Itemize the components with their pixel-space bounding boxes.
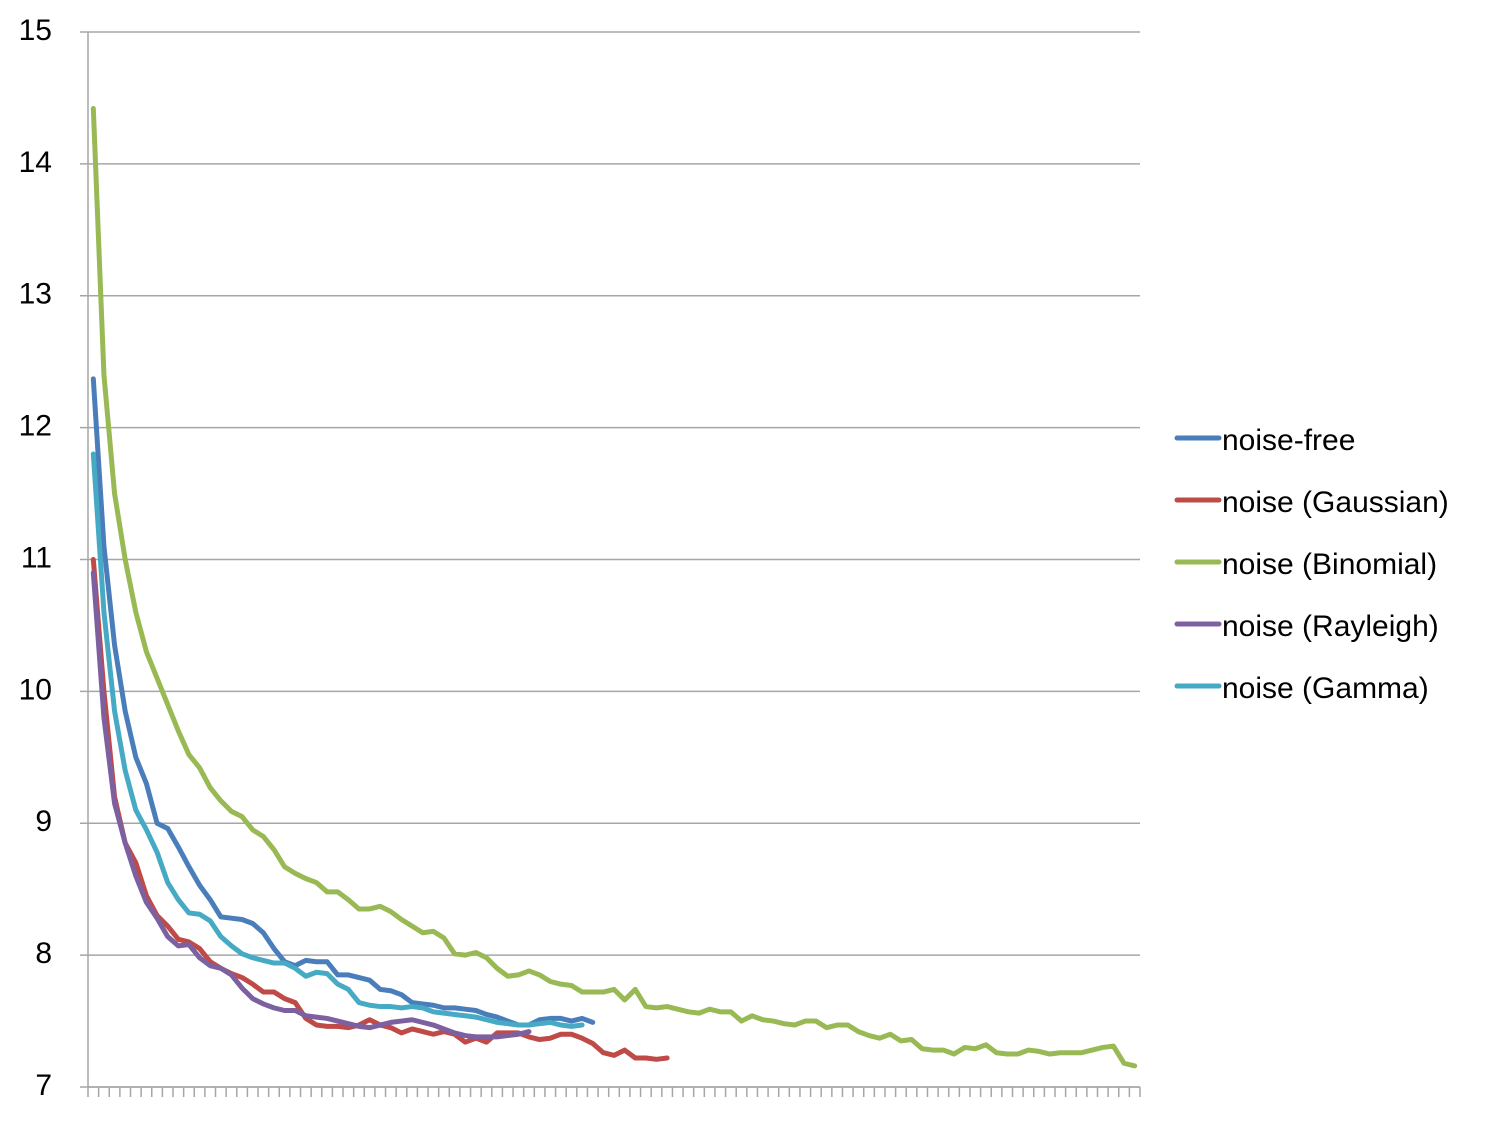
legend-label: noise-free [1222,424,1355,457]
y-tick-label: 11 [21,541,52,574]
y-tick-label: 8 [35,937,52,970]
y-tick-label: 15 [19,14,52,47]
legend-label: noise (Gaussian) [1222,486,1449,519]
series-line [90,451,585,1029]
y-tick-label: 13 [19,278,52,311]
y-tick-label: 12 [19,410,52,443]
grid: 7 8 9 10 11 12 13 14 15 [19,14,1141,1102]
legend-label: noise (Rayleigh) [1222,610,1439,643]
y-tick-label: 14 [19,146,52,179]
legend-label: noise (Binomial) [1222,548,1437,581]
y-tick-label: 10 [19,673,52,706]
series-line [90,570,532,1040]
series-line [90,105,1138,1069]
series-line [90,557,670,1062]
y-tick-label: 7 [35,1069,52,1102]
plot-lines [90,105,1138,1069]
y-tick-label: 9 [35,805,52,838]
legend-label: noise (Gamma) [1222,672,1429,705]
legend: noise-free noise (Gaussian) noise (Binomia… [1174,424,1449,705]
